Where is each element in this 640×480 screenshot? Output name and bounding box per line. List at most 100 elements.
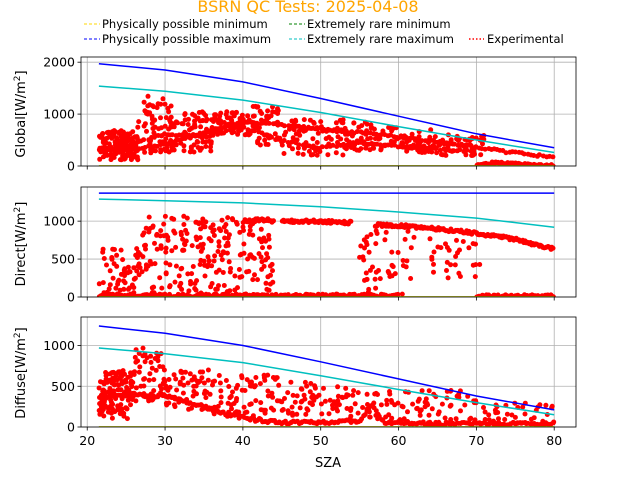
diffuse-experimental-point bbox=[448, 402, 454, 408]
direct-experimental-point bbox=[395, 250, 401, 255]
direct-experimental-point bbox=[264, 286, 270, 292]
direct-experimental-point bbox=[165, 234, 171, 240]
direct-experimental-point bbox=[118, 271, 124, 277]
diffuse-experimental-point bbox=[302, 396, 308, 402]
global-experimental-point bbox=[151, 134, 157, 140]
direct-experimental-point bbox=[264, 251, 270, 257]
direct-experimental-point bbox=[193, 234, 199, 240]
diffuse-experimental-point bbox=[387, 391, 393, 397]
diffuse-experimental-point bbox=[148, 353, 154, 359]
diffuse-experimental-point bbox=[142, 351, 148, 357]
diffuse-experimental-point bbox=[294, 411, 300, 417]
global-experimental-point bbox=[429, 146, 435, 151]
direct-experimental-point bbox=[146, 214, 152, 220]
diffuse-experimental-point bbox=[343, 385, 349, 391]
global-experimental-point bbox=[244, 131, 250, 136]
diffuse-experimental-point bbox=[125, 374, 131, 380]
diffuse-experimental-point bbox=[285, 408, 291, 414]
direct-experimental-point bbox=[228, 266, 234, 271]
diffuse-experimental-point bbox=[417, 412, 423, 418]
direct-experimental-point bbox=[411, 234, 417, 240]
diffuse-experimental-point bbox=[174, 387, 180, 393]
diffuse-experimental-point bbox=[205, 367, 211, 373]
global-experimental-point bbox=[482, 146, 488, 152]
global-experimental-point bbox=[199, 118, 205, 124]
diffuse-experimental-point bbox=[165, 387, 171, 393]
direct-experimental-point bbox=[232, 273, 238, 279]
direct-experimental-point bbox=[100, 249, 106, 255]
diffuse-experimental-point bbox=[96, 408, 102, 413]
direct-experimental-point bbox=[256, 251, 262, 257]
direct-experimental-point bbox=[473, 262, 479, 268]
diffuse-experimental-point bbox=[298, 399, 304, 405]
diffuse-experimental-point bbox=[335, 408, 340, 414]
direct-experimental-point bbox=[215, 249, 221, 254]
direct-experimental-point bbox=[141, 230, 147, 236]
direct-experimental-point bbox=[457, 274, 463, 279]
global-experimental-point bbox=[111, 133, 117, 139]
global-experimental-point bbox=[193, 133, 198, 139]
global-experimental-point bbox=[281, 151, 287, 156]
direct-experimental-point bbox=[389, 273, 395, 279]
global-experimental-point bbox=[386, 125, 392, 130]
diffuse-experimental-point bbox=[304, 406, 310, 412]
global-experimental-point bbox=[448, 137, 454, 143]
global-experimental-point bbox=[269, 134, 274, 140]
direct-experimental-point bbox=[136, 261, 142, 267]
diffuse-experimental-point bbox=[360, 405, 366, 410]
global-ytick-label: 0 bbox=[67, 159, 75, 174]
global-experimental-point bbox=[450, 148, 456, 154]
global-experimental-point bbox=[338, 136, 344, 142]
diffuse-experimental-point bbox=[142, 359, 148, 365]
direct-experimental-point bbox=[427, 236, 433, 242]
global-experimental-point bbox=[169, 132, 175, 138]
global-experimental-point bbox=[272, 131, 278, 137]
direct-experimental-point bbox=[161, 233, 167, 239]
global-experimental-point bbox=[289, 139, 295, 145]
diffuse-experimental-point bbox=[128, 402, 133, 408]
direct-experimental-point bbox=[383, 229, 389, 235]
diffuse-experimental-point bbox=[350, 392, 356, 398]
global-ytick-label: 2000 bbox=[43, 55, 75, 70]
diffuse-experimental-point bbox=[312, 383, 318, 389]
direct-experimental-point bbox=[236, 267, 242, 272]
diffuse-experimental-point bbox=[117, 369, 123, 375]
diffuse-experimental-point bbox=[253, 375, 259, 380]
diffuse-experimental-point bbox=[107, 371, 113, 377]
global-experimental-point bbox=[358, 135, 364, 141]
global-experimental-point bbox=[275, 106, 280, 112]
global-experimental-point bbox=[111, 128, 117, 134]
global-experimental-point bbox=[245, 113, 251, 119]
diffuse-experimental-point bbox=[136, 369, 142, 375]
diffuse-experimental-point bbox=[247, 383, 253, 389]
direct-experimental-point bbox=[146, 229, 152, 235]
diffuse-experimental-point bbox=[265, 393, 271, 399]
direct-experimental-point bbox=[472, 274, 478, 280]
global-experimental-point bbox=[216, 130, 222, 136]
diffuse-experimental-point bbox=[146, 377, 152, 383]
direct-panel: Direct[W/m2] 0 500 1000 bbox=[13, 186, 577, 305]
direct-experimental-point bbox=[452, 262, 458, 268]
legend-entry-rare-max: Extremely rare maximum bbox=[289, 32, 454, 46]
global-experimental-point bbox=[191, 149, 197, 155]
global-experimental-point bbox=[158, 115, 163, 121]
direct-experimental-point bbox=[218, 228, 224, 234]
global-experimental-point bbox=[328, 136, 334, 142]
global-experimental-point bbox=[392, 142, 397, 148]
diffuse-experimental-point bbox=[119, 374, 124, 380]
global-experimental-point bbox=[125, 135, 131, 141]
global-experimental-point bbox=[154, 105, 160, 111]
global-experimental-point bbox=[422, 149, 428, 155]
diffuse-experimental-point bbox=[225, 400, 231, 406]
direct-experimental-point bbox=[185, 271, 191, 277]
direct-experimental-point bbox=[372, 276, 378, 282]
direct-experimental-point bbox=[402, 236, 408, 242]
diffuse-experimental-point bbox=[401, 416, 407, 422]
direct-experimental-point bbox=[152, 261, 158, 267]
global-experimental-point bbox=[433, 146, 439, 152]
diffuse-experimental-point bbox=[318, 401, 324, 407]
global-experimental-point bbox=[107, 130, 112, 136]
direct-experimental-point bbox=[216, 283, 221, 289]
diffuse-experimental-point bbox=[425, 402, 431, 408]
